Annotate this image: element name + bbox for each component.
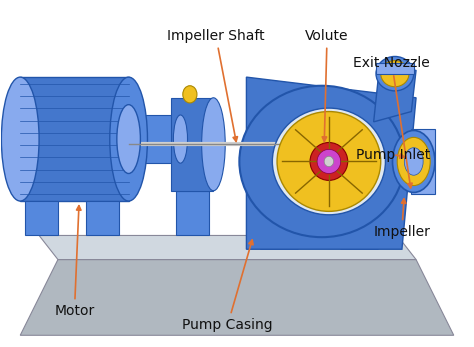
Polygon shape — [128, 115, 181, 163]
Text: Pump Casing: Pump Casing — [182, 240, 273, 332]
Polygon shape — [411, 129, 435, 194]
Polygon shape — [376, 64, 414, 74]
Ellipse shape — [201, 98, 225, 191]
Polygon shape — [341, 236, 378, 249]
Polygon shape — [39, 236, 416, 260]
Text: Exit Nozzle: Exit Nozzle — [354, 56, 430, 188]
Ellipse shape — [376, 57, 414, 91]
Ellipse shape — [183, 86, 197, 103]
Polygon shape — [20, 260, 454, 335]
Ellipse shape — [273, 108, 385, 215]
Ellipse shape — [404, 148, 423, 175]
Text: Volute: Volute — [305, 29, 349, 141]
Text: Impeller: Impeller — [374, 199, 430, 239]
Ellipse shape — [1, 77, 39, 201]
Text: Motor: Motor — [55, 206, 94, 318]
Ellipse shape — [277, 111, 381, 211]
Ellipse shape — [392, 130, 435, 193]
Ellipse shape — [381, 61, 409, 87]
Polygon shape — [261, 236, 298, 249]
Text: Pump Inlet: Pump Inlet — [356, 147, 430, 162]
Ellipse shape — [173, 115, 188, 163]
Ellipse shape — [310, 143, 348, 180]
Polygon shape — [86, 201, 119, 236]
Ellipse shape — [317, 150, 341, 174]
Polygon shape — [20, 77, 128, 201]
Ellipse shape — [239, 86, 404, 237]
Polygon shape — [374, 70, 416, 122]
Polygon shape — [246, 77, 416, 249]
Ellipse shape — [397, 137, 430, 186]
Ellipse shape — [117, 105, 140, 174]
Text: Impeller Shaft: Impeller Shaft — [167, 29, 264, 141]
Polygon shape — [176, 191, 209, 236]
Polygon shape — [25, 201, 58, 236]
Polygon shape — [171, 98, 213, 191]
Ellipse shape — [324, 156, 334, 167]
Ellipse shape — [110, 77, 147, 201]
